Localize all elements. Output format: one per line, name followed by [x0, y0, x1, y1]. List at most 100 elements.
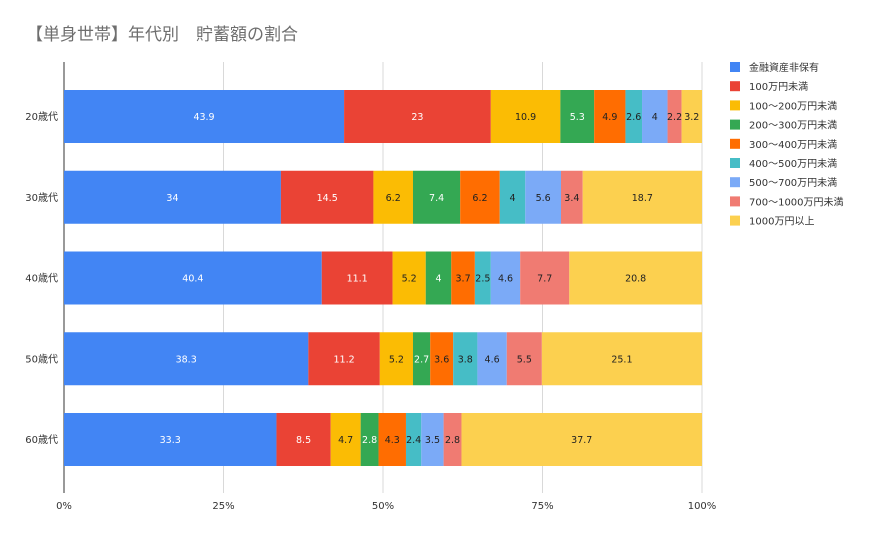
bar-segment — [499, 170, 526, 224]
category-label: 60歳代 — [25, 434, 58, 446]
bar-segment — [453, 332, 478, 386]
data-label: 37.7 — [571, 435, 592, 446]
legend-label: 200〜300万円未満 — [749, 120, 837, 132]
bar-segment — [525, 170, 562, 224]
data-label: 34 — [166, 193, 178, 204]
x-tick-label: 100% — [688, 501, 717, 512]
category-label: 50歳代 — [25, 353, 58, 365]
bar-segment — [681, 90, 702, 143]
bar-segment — [520, 251, 570, 305]
bar-segment — [561, 170, 583, 224]
bar-segment — [379, 332, 413, 386]
legend-swatch — [730, 177, 740, 188]
data-label: 2.4 — [406, 435, 421, 446]
data-label: 4.6 — [485, 354, 500, 365]
data-label: 5.6 — [536, 193, 551, 204]
data-label: 3.2 — [684, 112, 699, 123]
legend-label: 300〜400万円未満 — [749, 139, 837, 151]
data-label: 5.2 — [402, 274, 417, 285]
bar-segment — [461, 413, 702, 466]
bar-segment — [560, 90, 595, 143]
bar-segment — [460, 170, 500, 224]
legend-swatch — [730, 196, 740, 207]
data-label: 3.7 — [456, 274, 471, 285]
data-label: 33.3 — [160, 435, 181, 446]
bar-segment — [64, 332, 309, 386]
data-label: 4 — [509, 193, 515, 204]
legend-swatch — [730, 62, 740, 72]
data-label: 4.9 — [602, 112, 617, 123]
legend-swatch — [730, 100, 740, 111]
legend-label: 100〜200万円未満 — [749, 100, 837, 112]
bar-segment — [64, 251, 322, 305]
bar-segment — [477, 332, 507, 386]
bar-segment — [412, 170, 461, 224]
x-tick-label: 25% — [212, 501, 234, 512]
data-label: 6.2 — [386, 193, 401, 204]
bar-segment — [412, 332, 431, 386]
bar-segment — [421, 413, 444, 466]
data-label: 2.6 — [626, 112, 641, 123]
data-label: 10.9 — [515, 112, 536, 123]
x-tick-label: 75% — [531, 501, 553, 512]
data-label: 4 — [435, 274, 441, 285]
x-tick-label: 0% — [56, 501, 72, 512]
data-label: 11.1 — [347, 274, 368, 285]
bar-segment — [405, 413, 422, 466]
bar-segment — [625, 90, 643, 143]
data-label: 2.2 — [667, 112, 682, 123]
data-label: 7.7 — [537, 274, 552, 285]
data-label: 3.4 — [564, 193, 579, 204]
data-label: 3.6 — [434, 354, 449, 365]
bar-segment — [344, 90, 491, 143]
legend-label: 金融資産非保有 — [749, 61, 819, 74]
category-label: 30歳代 — [25, 192, 58, 204]
bar-segment — [474, 251, 491, 305]
bar-segment — [392, 251, 426, 305]
bar-segment — [642, 90, 668, 143]
bar-segment — [451, 251, 475, 305]
data-label: 5.5 — [517, 354, 532, 365]
data-label: 14.5 — [317, 193, 338, 204]
bar-segment — [582, 170, 702, 224]
data-label: 20.8 — [625, 274, 646, 285]
bar-segments — [64, 90, 702, 466]
data-label: 25.1 — [611, 354, 632, 365]
bar-segment — [321, 251, 393, 305]
legend-swatch — [730, 119, 740, 130]
bar-segment — [64, 90, 345, 143]
bar-segment — [667, 90, 682, 143]
data-label: 4.6 — [498, 274, 513, 285]
legend: 金融資産非保有 100万円未満 100〜200万円未満 200〜300万円未満 300〜… — [730, 61, 844, 228]
bar-segment — [378, 413, 406, 466]
legend-label: 400〜500万円未満 — [749, 158, 837, 170]
bar-segment — [594, 90, 626, 143]
bar-segment — [280, 170, 374, 224]
x-tick-label: 50% — [372, 501, 394, 512]
legend-label: 700〜1000万円未満 — [749, 196, 844, 208]
bar-segment — [330, 413, 361, 466]
data-label: 43.9 — [193, 112, 214, 123]
data-label: 5.3 — [570, 112, 585, 123]
legend-label: 1000万円以上 — [749, 216, 814, 228]
data-label: 3.8 — [458, 354, 473, 365]
bar-segment — [541, 332, 702, 386]
bar-segment — [443, 413, 462, 466]
legend-swatch — [730, 158, 740, 168]
data-label: 3.5 — [425, 435, 440, 446]
data-label: 40.4 — [182, 274, 203, 285]
bar-segment — [64, 170, 281, 224]
bar-segment — [425, 251, 452, 305]
bar-segment — [490, 90, 561, 143]
axis-labels: 0% 25% 50% 75% 100% 20歳代 30歳代 40歳代 50歳代 60歳代 — [25, 111, 716, 512]
chart-title: 【単身世帯】年代別 貯蓄額の割合 — [26, 25, 298, 45]
data-label: 6.2 — [472, 193, 487, 204]
data-label: 8.5 — [296, 435, 311, 446]
bar-segment — [569, 251, 702, 305]
data-label: 4.7 — [338, 435, 353, 446]
legend-swatch — [730, 138, 740, 149]
data-label: 2.5 — [475, 274, 490, 285]
category-label: 20歳代 — [25, 111, 58, 123]
data-label: 4.3 — [385, 435, 400, 446]
